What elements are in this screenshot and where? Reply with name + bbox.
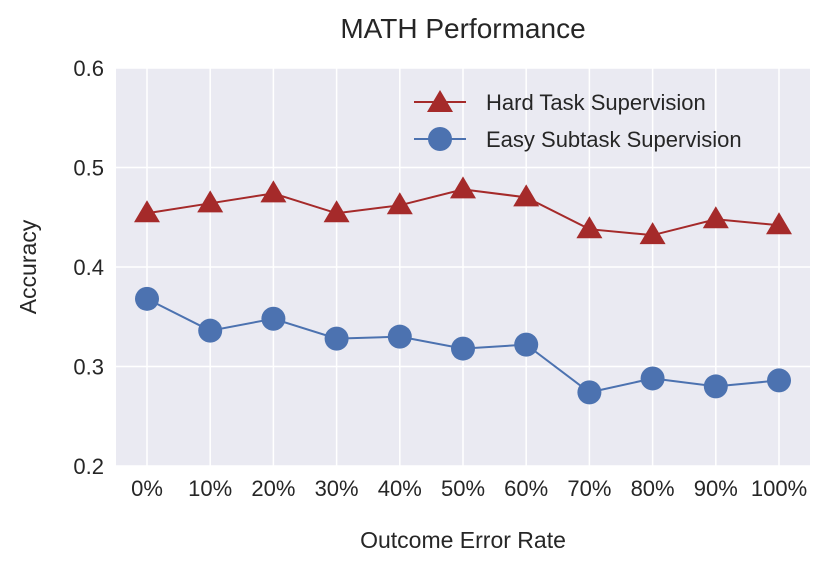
- data-point-circle: [577, 380, 602, 405]
- data-point-circle: [135, 286, 159, 311]
- data-point-circle: [703, 374, 728, 399]
- y-tick-label: 0.4: [73, 255, 104, 280]
- x-tick-label: 90%: [694, 476, 738, 501]
- x-tick-label: 70%: [567, 476, 611, 501]
- y-tick-label: 0.2: [73, 454, 104, 479]
- data-point-triangle: [260, 180, 287, 203]
- data-point-circle: [198, 318, 223, 343]
- data-point-circle: [261, 306, 286, 331]
- y-tick-label: 0.6: [73, 56, 104, 81]
- x-tick-label: 60%: [504, 476, 548, 501]
- data-point-circle: [387, 324, 412, 349]
- x-tick-label: 30%: [315, 476, 359, 501]
- legend-label-hard: Hard Task Supervision: [486, 90, 706, 115]
- data-point-circle: [514, 332, 539, 357]
- y-tick-label: 0.5: [73, 156, 104, 181]
- data-point-triangle: [766, 212, 792, 235]
- data-point-triangle: [576, 216, 603, 239]
- x-tick-label: 0%: [131, 476, 163, 501]
- data-point-triangle: [197, 190, 224, 213]
- data-point-circle: [451, 336, 475, 361]
- series-layer: [134, 176, 792, 405]
- data-point-triangle: [450, 176, 476, 199]
- data-point-triangle: [702, 206, 729, 229]
- data-point-triangle: [513, 184, 540, 207]
- x-axis-title: Outcome Error Rate: [360, 527, 566, 553]
- data-point-circle: [767, 368, 791, 393]
- data-point-triangle: [134, 200, 160, 223]
- x-tick-label: 40%: [378, 476, 422, 501]
- data-point-triangle: [323, 200, 350, 223]
- y-axis-title: Accuracy: [15, 219, 41, 314]
- data-point-circle: [324, 326, 349, 351]
- y-tick-label: 0.3: [73, 355, 104, 380]
- legend-label-easy: Easy Subtask Supervision: [486, 127, 742, 152]
- legend: Hard Task Supervision Easy Subtask Super…: [414, 90, 742, 152]
- grid-lines: [116, 67, 810, 467]
- legend-circle-icon: [428, 127, 452, 151]
- tick-labels: 0.2 0.3 0.4 0.5 0.6 0% 10% 20% 30% 40% 50% 60% 70% 80…: [73, 56, 807, 501]
- data-point-triangle: [386, 192, 413, 215]
- x-tick-label: 80%: [631, 476, 675, 501]
- x-tick-label: 10%: [188, 476, 232, 501]
- x-tick-label: 20%: [251, 476, 295, 501]
- data-point-triangle: [639, 222, 666, 245]
- legend-triangle-icon: [427, 90, 453, 112]
- data-point-circle: [640, 366, 665, 391]
- x-tick-label: 50%: [441, 476, 485, 501]
- x-tick-label: 100%: [751, 476, 807, 501]
- chart-title: MATH Performance: [340, 13, 585, 44]
